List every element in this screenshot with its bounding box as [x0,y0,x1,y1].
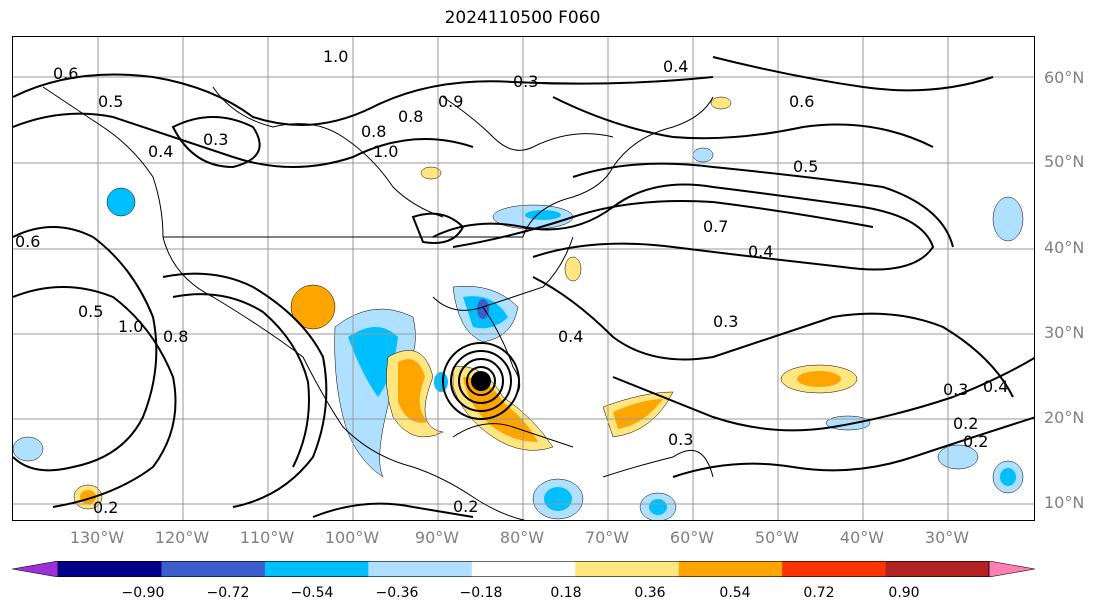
contour-label: 0.5 [98,92,123,111]
colorbar-tick: −0.54 [290,585,334,601]
contour-label: 0.6 [789,92,814,111]
colorbar-segment [575,561,680,577]
colorbar-segment [885,561,990,577]
contour-label: 0.3 [713,312,738,331]
lon-label: 40°W [839,528,885,547]
colorbar-segment [782,561,887,577]
colorbar-segment [58,561,162,577]
lat-label: 40°N [1044,238,1085,257]
colorbar-tick: 0.18 [550,585,582,601]
contour-label: 0.3 [668,430,693,449]
colorbar-border [57,561,990,577]
colorbar-tick: 0.54 [719,585,751,601]
colorbar-tick: −0.72 [206,585,250,601]
colorbar-extend-low [12,561,59,577]
contour-label: 0.3 [203,130,228,149]
contour-label: 0.3 [513,72,538,91]
lon-label: 80°W [499,528,545,547]
colorbar-tick: −0.18 [459,585,503,601]
lat-label: 60°N [1044,68,1085,87]
contour-label: 1.0 [323,47,348,66]
contour-label: 1.0 [118,317,143,336]
colorbar-segment [678,561,783,577]
colorbar-tick: −0.90 [121,585,165,601]
contour-label: 0.7 [703,217,728,236]
lat-label: 50°N [1044,152,1085,171]
contour-label: 0.5 [793,157,818,176]
lat-label: 30°N [1044,323,1085,342]
contour-label: 0.3 [943,380,968,399]
contour-label: 0.5 [78,302,103,321]
colorbar-segment [471,561,576,577]
map-title: 2024110500 F060 [444,8,601,28]
contour-label: 0.2 [453,497,478,516]
lon-label: 130°W [69,528,125,547]
lon-label: 70°W [584,528,630,547]
lon-label: 110°W [239,528,295,547]
colorbar-segment [161,561,266,577]
lon-label: 30°W [924,528,970,547]
contour-label-group: 1.0 0.6 0.5 0.4 0.3 0.8 0.6 0.5 0.7 0.4 … [15,47,1008,517]
map-panel: 1.0 0.6 0.5 0.4 0.3 0.8 0.6 0.5 0.7 0.4 … [12,36,1035,521]
contour-label: 0.4 [148,142,173,161]
contour-label: 0.4 [983,377,1008,396]
contour-label: 1.0 [373,142,398,161]
contour-label: 0.8 [361,122,386,141]
colorbar-extend-high [988,561,1035,577]
map-svg: 1.0 0.6 0.5 0.4 0.3 0.8 0.6 0.5 0.7 0.4 … [13,37,1034,520]
shading-layer [13,96,1024,520]
contour-label: 0.2 [93,498,118,517]
contour-label: 0.6 [15,232,40,251]
colorbar-tick: 0.72 [803,585,835,601]
lon-label: 100°W [324,528,380,547]
colorbar-tick: −0.36 [375,585,419,601]
lon-label: 50°W [754,528,800,547]
colorbar-tick: 0.36 [634,585,666,601]
contour-label: 0.6 [53,64,78,83]
contour-label: 0.8 [398,107,423,126]
contour-label: 0.4 [558,327,583,346]
colorbar-segment [368,561,473,577]
contour-label: 0.2 [963,432,988,451]
lat-label: 20°N [1044,408,1085,427]
colorbar [12,561,1035,577]
contour-label: 0.4 [748,242,773,261]
colorbar-segments [12,561,1035,577]
contour-label: 0.4 [663,57,688,76]
contour-label: 0.8 [163,327,188,346]
lon-label: 60°W [669,528,715,547]
lon-label: 120°W [154,528,210,547]
colorbar-segment [264,561,369,577]
contour-label: 0.2 [953,414,978,433]
lat-label: 10°N [1044,493,1085,512]
storm-center-marker [471,371,491,391]
colorbar-tick: 0.90 [888,585,920,601]
contour-label: 0.9 [438,92,463,111]
contour-lines [13,56,1034,518]
lon-label: 90°W [414,528,460,547]
